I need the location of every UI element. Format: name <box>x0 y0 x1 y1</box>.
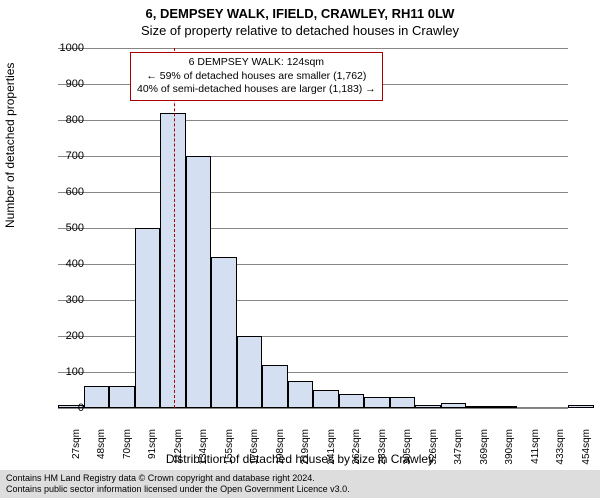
xtick-label: 70sqm <box>122 429 133 479</box>
chart-container: 6, DEMPSEY WALK, IFIELD, CRAWLEY, RH11 0… <box>0 0 600 500</box>
chart-subtitle: Size of property relative to detached ho… <box>0 21 600 42</box>
histogram-bar <box>568 405 594 408</box>
histogram-bar <box>109 386 135 408</box>
xtick-label: 198sqm <box>275 429 286 479</box>
xtick-label: 454sqm <box>581 429 592 479</box>
annotation-line3: 40% of semi-detached houses are larger (… <box>137 83 376 97</box>
histogram-bar <box>160 113 186 408</box>
ytick-label: 200 <box>44 330 84 342</box>
annotation-line1: 6 DEMPSEY WALK: 124sqm <box>137 56 376 70</box>
xtick-label: 433sqm <box>555 429 566 479</box>
histogram-bar <box>492 406 518 408</box>
histogram-bar <box>288 381 314 408</box>
histogram-bar <box>339 394 365 408</box>
ytick-label: 1000 <box>44 42 84 54</box>
ytick-label: 100 <box>44 366 84 378</box>
gridline <box>58 192 568 193</box>
xtick-label: 219sqm <box>300 429 311 479</box>
ytick-label: 700 <box>44 150 84 162</box>
xtick-label: 27sqm <box>71 429 82 479</box>
histogram-bar <box>390 397 416 408</box>
xtick-label: 347sqm <box>453 429 464 479</box>
ytick-label: 900 <box>44 78 84 90</box>
histogram-bar <box>364 397 390 408</box>
xtick-label: 283sqm <box>377 429 388 479</box>
ytick-label: 400 <box>44 258 84 270</box>
histogram-bar <box>84 386 110 408</box>
histogram-bar <box>466 406 492 408</box>
histogram-bar <box>237 336 263 408</box>
histogram-bar <box>262 365 288 408</box>
gridline <box>58 156 568 157</box>
gridline <box>58 408 568 409</box>
ytick-label: 0 <box>44 402 84 414</box>
gridline <box>58 48 568 49</box>
xtick-label: 155sqm <box>224 429 235 479</box>
histogram-bar <box>415 405 441 408</box>
xtick-label: 134sqm <box>198 429 209 479</box>
histogram-bar <box>135 228 161 408</box>
ytick-label: 800 <box>44 114 84 126</box>
histogram-bar <box>186 156 212 408</box>
chart-title-address: 6, DEMPSEY WALK, IFIELD, CRAWLEY, RH11 0… <box>0 0 600 21</box>
annotation-line2: ← 59% of detached houses are smaller (1,… <box>137 70 376 84</box>
ytick-label: 300 <box>44 294 84 306</box>
histogram-bar <box>211 257 237 408</box>
xtick-label: 369sqm <box>479 429 490 479</box>
reference-line <box>174 48 175 408</box>
annotation-box: 6 DEMPSEY WALK: 124sqm ← 59% of detached… <box>130 52 383 101</box>
plot-area <box>58 48 568 408</box>
xtick-label: 411sqm <box>530 429 541 479</box>
xtick-label: 176sqm <box>249 429 260 479</box>
xtick-label: 390sqm <box>504 429 515 479</box>
xtick-label: 262sqm <box>351 429 362 479</box>
ytick-label: 500 <box>44 222 84 234</box>
ytick-label: 600 <box>44 186 84 198</box>
gridline <box>58 120 568 121</box>
histogram-bar <box>441 403 467 408</box>
xtick-label: 241sqm <box>326 429 337 479</box>
y-axis-label: Number of detached properties <box>3 63 17 228</box>
xtick-label: 48sqm <box>96 429 107 479</box>
histogram-bar <box>313 390 339 408</box>
xtick-label: 326sqm <box>428 429 439 479</box>
xtick-label: 112sqm <box>173 429 184 479</box>
xtick-label: 91sqm <box>147 429 158 479</box>
footer-line2: Contains public sector information licen… <box>6 484 594 495</box>
xtick-label: 305sqm <box>402 429 413 479</box>
